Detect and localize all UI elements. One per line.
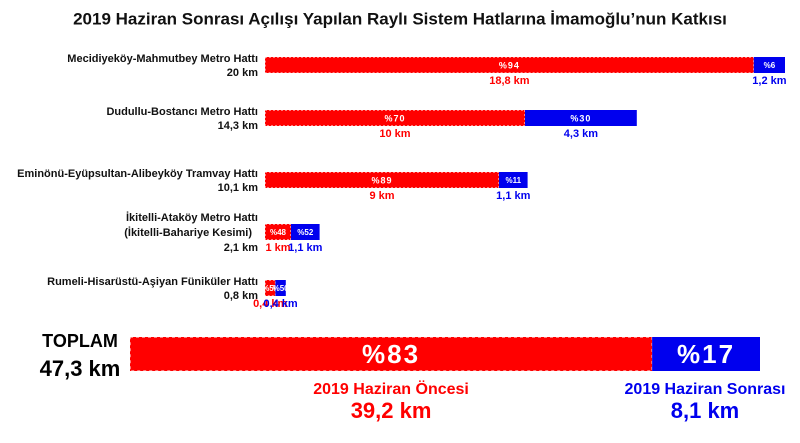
- total-label: 14,3 km: [218, 120, 259, 132]
- category-label: Eminönü-Eyüpsultan-Alibeyköy Tramvay Hat…: [17, 168, 258, 180]
- share-label: %50: [273, 284, 290, 293]
- overall-km: 39,2 km: [351, 398, 432, 423]
- value-label: 0,4 km: [253, 298, 287, 310]
- value-label: 1,1 km: [288, 242, 322, 254]
- bar-segment: [753, 57, 785, 73]
- value-label: 1,2 km: [752, 75, 786, 87]
- value-label: 0,4 km: [263, 298, 297, 310]
- total-label: 10,1 km: [218, 182, 259, 194]
- overall-value: 47,3 km: [40, 356, 121, 381]
- category-label: Mecidiyeköy-Mahmutbey Metro Hattı: [67, 53, 258, 65]
- share-label: %52: [297, 228, 314, 237]
- total-label: 0,8 km: [224, 290, 258, 302]
- category-note: (İkitelli-Bahariye Kesimi): [124, 226, 252, 239]
- overall-share: %83: [362, 339, 420, 369]
- overall-km: 8,1 km: [671, 398, 740, 423]
- legend-label: 2019 Haziran Öncesi: [313, 379, 469, 398]
- value-label: 10 km: [379, 128, 410, 140]
- bar-segment: [525, 110, 637, 126]
- value-label: 18,8 km: [489, 75, 530, 87]
- value-label: 9 km: [369, 190, 394, 202]
- share-label: %70: [384, 113, 405, 123]
- share-label: %50: [262, 284, 279, 293]
- share-label: %6: [764, 61, 776, 70]
- overall-label: TOPLAM: [42, 331, 118, 351]
- total-label: 2,1 km: [224, 242, 258, 254]
- bar-segment: [275, 280, 286, 296]
- category-label: Rumeli-Hisarüstü-Aşiyan Füniküler Hattı: [47, 276, 258, 288]
- total-label: 20 km: [227, 67, 258, 79]
- category-label: Dudullu-Bostancı Metro Hattı: [106, 106, 258, 118]
- bar-segment: [291, 224, 320, 240]
- bar-segment: [499, 172, 528, 188]
- category-label: İkitelli-Ataköy Metro Hattı: [126, 211, 258, 224]
- value-label: 4,3 km: [564, 128, 598, 140]
- overall-segment: [129, 336, 653, 372]
- share-label: %11: [506, 176, 522, 185]
- share-label: %89: [371, 175, 392, 185]
- overall-segment: [652, 337, 760, 371]
- overall-share: %17: [677, 339, 735, 369]
- value-label: 1 km: [265, 242, 290, 254]
- chart-title: 2019 Haziran Sonrası Açılışı Yapılan Ray…: [73, 9, 727, 28]
- legend-label: 2019 Haziran Sonrası: [625, 381, 786, 398]
- share-label: %94: [499, 60, 520, 70]
- value-label: 1,1 km: [496, 190, 530, 202]
- bar-segment: [264, 279, 276, 297]
- share-label: %48: [270, 228, 287, 237]
- share-label: %30: [570, 113, 591, 123]
